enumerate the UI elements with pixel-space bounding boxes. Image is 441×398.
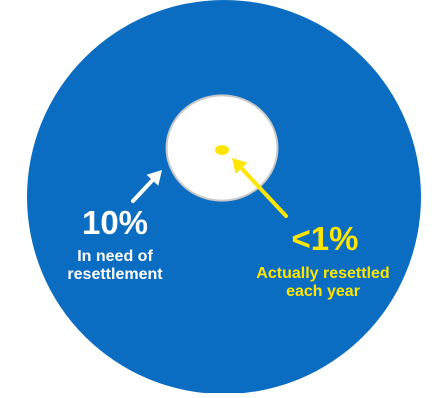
caption-in-need: In need of resettlement <box>67 248 163 284</box>
label-under-one-percent: <1% <box>291 220 359 257</box>
dot-resettled <box>215 145 229 155</box>
label-ten-percent: 10% <box>81 204 149 241</box>
arrow-to-inner-circle <box>131 170 162 203</box>
arrow-to-dot <box>232 158 288 218</box>
caption-resettled: Actually resettled each year <box>256 265 390 301</box>
